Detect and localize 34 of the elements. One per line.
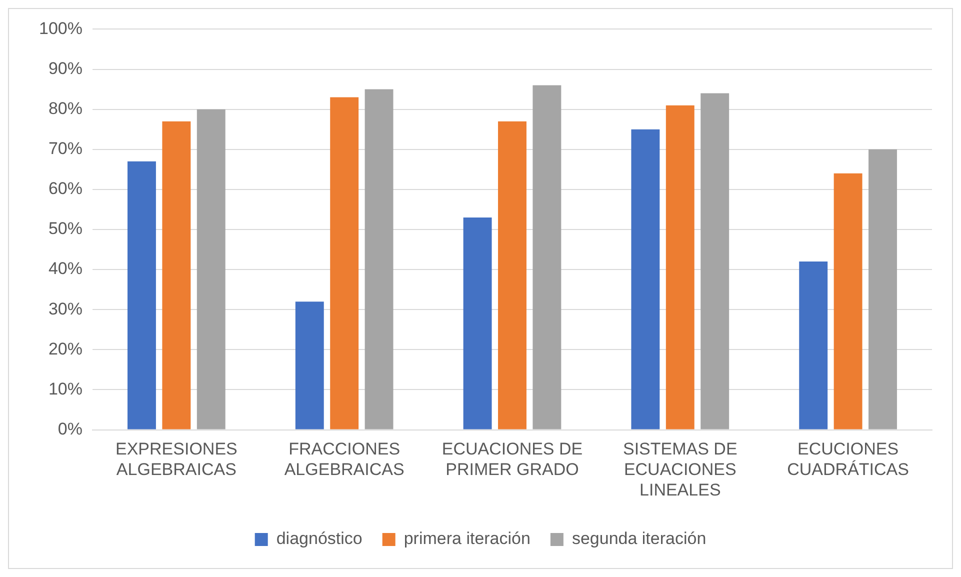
y-tick-label: 20% xyxy=(48,339,82,358)
x-tick-label: ECUACIONES DE PRIMER GRADO xyxy=(442,440,583,480)
y-tick-label: 70% xyxy=(48,139,82,158)
y-tick-label: 50% xyxy=(48,219,82,238)
y-tick-label: 90% xyxy=(48,58,82,78)
bar xyxy=(700,93,730,430)
bar xyxy=(295,302,324,430)
bar xyxy=(498,121,526,430)
bar xyxy=(330,97,359,430)
y-tick-label: 100% xyxy=(38,18,82,38)
bar xyxy=(834,173,862,430)
y-tick-label: 80% xyxy=(48,99,82,118)
x-tick-label: ECUCIONES CUADRÁTICAS xyxy=(787,440,909,480)
bar xyxy=(128,161,156,430)
y-tick-label: 10% xyxy=(48,379,82,398)
x-tick-label: FRACCIONES ALGEBRAICAS xyxy=(284,440,404,480)
bar xyxy=(666,105,694,430)
bar xyxy=(364,89,394,430)
bar xyxy=(868,149,897,430)
bar xyxy=(799,262,828,430)
x-tick-label: SISTEMAS DE ECUACIONES LINEALES xyxy=(622,440,738,500)
bar xyxy=(162,121,191,430)
bar xyxy=(532,85,562,430)
x-tick-label: EXPRESIONES ALGEBRAICAS xyxy=(115,440,238,480)
legend-label: primera iteración xyxy=(404,529,530,548)
y-tick-label: 40% xyxy=(48,259,82,278)
bar xyxy=(463,217,492,430)
legend-label: segunda iteración xyxy=(572,529,706,548)
legend-label: diagnóstico xyxy=(276,529,362,548)
y-tick-label: 0% xyxy=(58,419,82,438)
y-tick-label: 60% xyxy=(48,179,82,198)
bar xyxy=(196,109,226,430)
bar xyxy=(631,129,660,430)
y-tick-label: 30% xyxy=(48,299,82,318)
